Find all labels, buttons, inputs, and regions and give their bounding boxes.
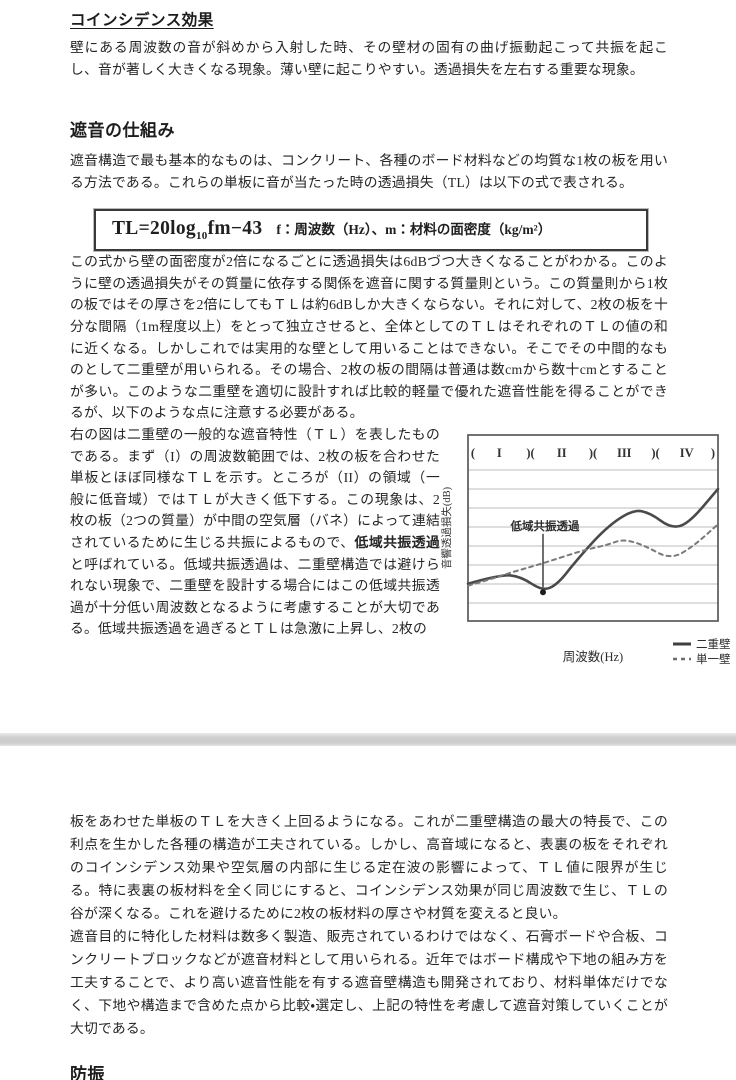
materials-paragraph: 遮音目的に特化した材料は数多く製造、販売されているわけではなく、石膏ボードや合板… [70,929,668,1036]
tl-frequency-chart-svg: ( I )( II )( III )( IV) 低域共振透過 音響透過損失(dB) 周波数(Hz) 二… [440,434,731,666]
region-label: ) [711,446,715,460]
vibration-isolation-heading: 防振 [70,1065,105,1080]
region-label: IV [680,446,694,460]
region-label: )( [526,446,534,460]
tl-formula: TL=20log10fm−43 [112,218,263,243]
page-break-divider [0,733,736,746]
tl-frequency-figure: ( I )( II )( III )( IV) 低域共振透過 音響透過損失(dB) 周波数(Hz) 二… [440,424,731,676]
region-label: ( [471,446,475,460]
region-label: )( [651,446,659,460]
double-wall-curve [466,487,720,591]
legend-single-wall-label: 単一壁 [696,652,730,666]
figure-row: 右の図は二重壁の一般的な遮音特性（ＴＬ）を表したものである。まず（I）の周波数範… [70,424,731,676]
sound-insulation-intro: 遮音構造で最も基本的なものは、コンクリート、各種のボード材料などの均質な1枚の板… [70,153,668,190]
double-wall-advantage-paragraph: 板をあわせた単板のＴＬを大きく上回るようになる。これが二重壁構造の最大の特長で、… [70,814,668,921]
resonance-annotation: 低域共振透過 [510,519,580,533]
region-label: II [557,446,567,460]
document-page-2: 板をあわせた単板のＴＬを大きく上回るようになる。これが二重壁構造の最大の特長で、… [0,746,736,1080]
annotation-dot [540,589,546,596]
coincidence-heading: コインシデンス効果 [70,12,214,29]
legend-double-wall-label: 二重壁 [696,637,730,651]
x-axis-label: 周波数(Hz) [563,649,623,664]
sound-insulation-heading: 遮音の仕組み [70,121,175,141]
single-wall-curve [467,523,719,587]
region-label: )( [589,446,597,460]
figure-side-text: 右の図は二重壁の一般的な遮音特性（ＴＬ）を表したものである。まず（I）の周波数範… [70,424,440,676]
plot-frame [467,434,719,622]
document-page-1: コインシデンス効果 壁にある周波数の音が斜めから入射した時、その壁材の固有の曲げ… [70,12,731,676]
region-label: I [497,446,502,460]
resonance-term: 低域共振透過 [354,534,441,550]
double-wall-paragraph: 右の図は二重壁の一般的な遮音特性（ＴＬ）を表したものである。まず（I）の周波数範… [70,427,441,637]
tl-formula-legend: f：周波数（Hz）、m：材料の面密度（kg/m²） [276,222,552,238]
y-axis-label: 音響透過損失(dB) [440,486,453,569]
tl-formula-box: TL=20log10fm−43 f：周波数（Hz）、m：材料の面密度（kg/m²… [93,208,649,253]
mass-law-paragraph: この式から壁の面密度が2倍になるごとに透過損失は6dBづつ大きくなることがわかる… [70,254,668,421]
region-label: III [617,446,632,460]
coincidence-body: 壁にある周波数の音が斜めから入射した時、その壁材の固有の曲げ振動起こって共振を起… [70,40,668,77]
